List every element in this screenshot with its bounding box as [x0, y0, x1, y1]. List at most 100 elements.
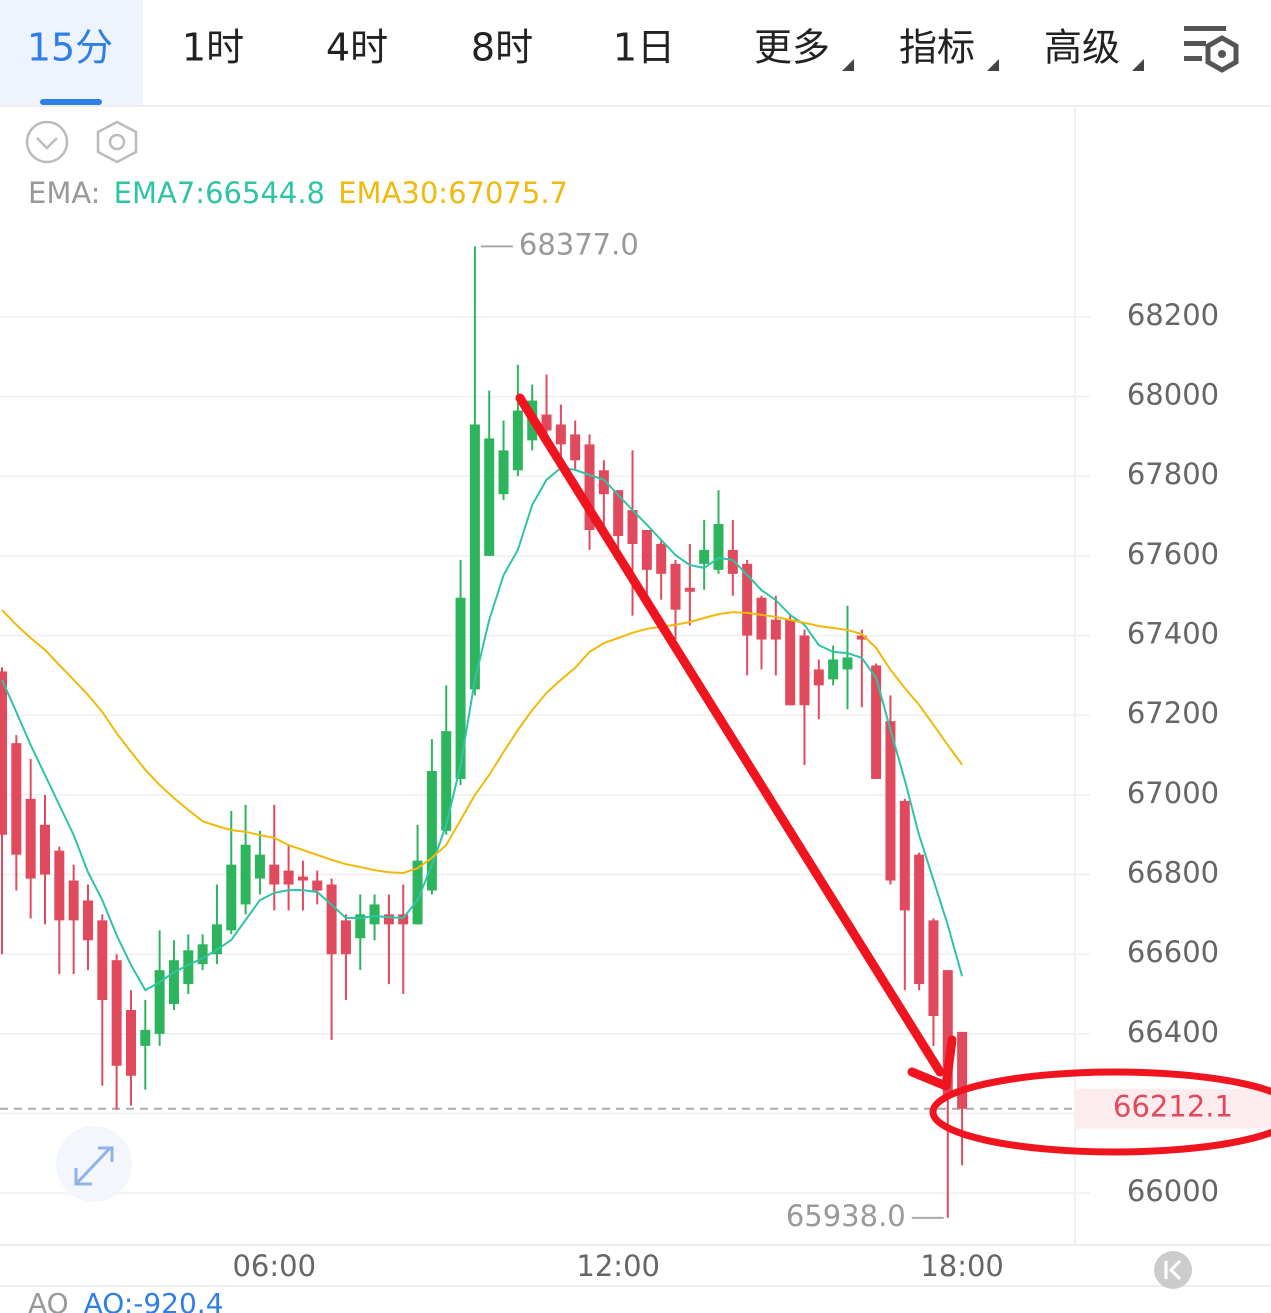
menu-caret: [1132, 59, 1144, 71]
candle-body: [412, 860, 423, 925]
y-tick-label: 66600: [1127, 935, 1219, 969]
candle-body: [541, 414, 552, 431]
candle-body: [555, 424, 566, 445]
tab[interactable]: 1时: [182, 26, 244, 70]
candle-body: [269, 864, 280, 885]
hexagon-settings-icon[interactable]: [96, 120, 138, 164]
y-tick-label: 67600: [1127, 537, 1219, 571]
x-tick-label: 06:00: [232, 1249, 316, 1283]
candle-body: [799, 635, 810, 706]
y-tick-label: 67800: [1127, 457, 1219, 491]
tab[interactable]: 4时: [326, 26, 388, 70]
candle-body: [856, 635, 867, 640]
collapse-icon[interactable]: [25, 120, 69, 164]
candle-body: [914, 854, 925, 985]
candle-body: [125, 1009, 136, 1076]
tab-label: 指标: [899, 26, 975, 70]
candle-body: [312, 880, 323, 891]
candle-body: [627, 510, 638, 544]
y-tick-label: 67200: [1127, 696, 1219, 730]
candle-body: [68, 880, 79, 921]
candle-body: [441, 731, 452, 831]
candle-body: [828, 659, 839, 680]
legend-entry: EMA30:67075.7: [338, 176, 568, 210]
min-marker-label: 65938.0: [786, 1199, 906, 1233]
candle-body: [340, 920, 351, 955]
candle-body: [770, 619, 781, 640]
candle-body: [570, 434, 581, 461]
candle-body: [928, 920, 939, 1016]
y-tick-label: 67400: [1127, 617, 1219, 651]
tab-label: 1时: [182, 26, 244, 70]
candle-body: [684, 587, 695, 592]
candle-body: [469, 424, 480, 690]
tab-label: 4时: [326, 26, 388, 70]
candle-body: [226, 864, 237, 931]
y-tick-label: 66400: [1127, 1015, 1219, 1049]
legend-entry: EMA7:66544.8: [114, 176, 325, 210]
tab[interactable]: 更多: [754, 26, 854, 72]
y-tick-label: 68000: [1127, 378, 1219, 412]
candle-body: [426, 770, 437, 891]
indicator-legend: AO AO:-920.4: [28, 1287, 224, 1313]
tab-label: 1日: [613, 26, 675, 70]
ema-legend: EMA: EMA7:66544.8 EMA30:67075.7: [28, 176, 568, 210]
candle-body: [498, 450, 509, 495]
scroll-latest-button[interactable]: [1154, 1251, 1192, 1289]
candle-body: [140, 1029, 151, 1046]
candle-body: [154, 970, 165, 1034]
menu-caret: [842, 59, 854, 71]
candle-body: [326, 884, 337, 955]
hand-annotation: [515, 393, 1271, 1156]
y-tick-label: 66000: [1127, 1174, 1219, 1208]
tab-underline: [40, 99, 102, 105]
candle-body: [39, 824, 50, 875]
last-price-label: 66212.1: [1113, 1090, 1233, 1124]
settings-icon[interactable]: [1184, 26, 1239, 73]
y-tick-label: 66800: [1127, 856, 1219, 890]
candle-body: [842, 657, 853, 670]
legend-title: EMA:: [28, 176, 100, 210]
candle-body: [942, 970, 953, 1096]
candle-body: [613, 490, 624, 536]
tab[interactable]: 指标: [899, 26, 999, 72]
indicator-value: AO:-920.4: [84, 1287, 224, 1313]
y-tick-label: 68200: [1127, 298, 1219, 332]
candle-body: [785, 619, 796, 706]
candle-body: [168, 960, 179, 1005]
candle-body: [756, 597, 767, 640]
candle-body: [670, 563, 681, 610]
candle-body: [183, 950, 194, 985]
tab[interactable]: 高级: [1044, 26, 1144, 72]
y-tick-label: 67000: [1127, 776, 1219, 810]
candle-body: [584, 444, 595, 531]
candle-body: [111, 960, 122, 1066]
candle-body: [297, 876, 308, 881]
tab-label: 8时: [471, 26, 533, 70]
candle-body: [885, 721, 896, 881]
tab[interactable]: 15分: [0, 0, 143, 105]
tab[interactable]: 8时: [471, 26, 533, 70]
candle-body: [641, 530, 652, 570]
candle-body: [713, 524, 724, 570]
candle-body: [656, 543, 667, 574]
toolbar: 15分 1时 4时 8时 1日 更多 指标 高级: [0, 0, 1144, 105]
tab[interactable]: 1日: [613, 26, 675, 70]
tab-label: 更多: [754, 26, 830, 70]
candle-body: [484, 438, 495, 556]
expand-button[interactable]: [56, 1126, 132, 1202]
ema-line: [1, 609, 963, 875]
candle-body: [369, 904, 380, 925]
candle-body: [699, 549, 710, 564]
tab-highlight: [0, 0, 143, 105]
candle-body: [813, 669, 824, 686]
tab-label: 15分: [27, 26, 113, 70]
candle-body: [25, 798, 36, 879]
grid: [0, 315, 1090, 1195]
indicator-title: AO: [28, 1287, 69, 1313]
candle-body: [54, 850, 65, 921]
candle-body: [742, 563, 753, 636]
